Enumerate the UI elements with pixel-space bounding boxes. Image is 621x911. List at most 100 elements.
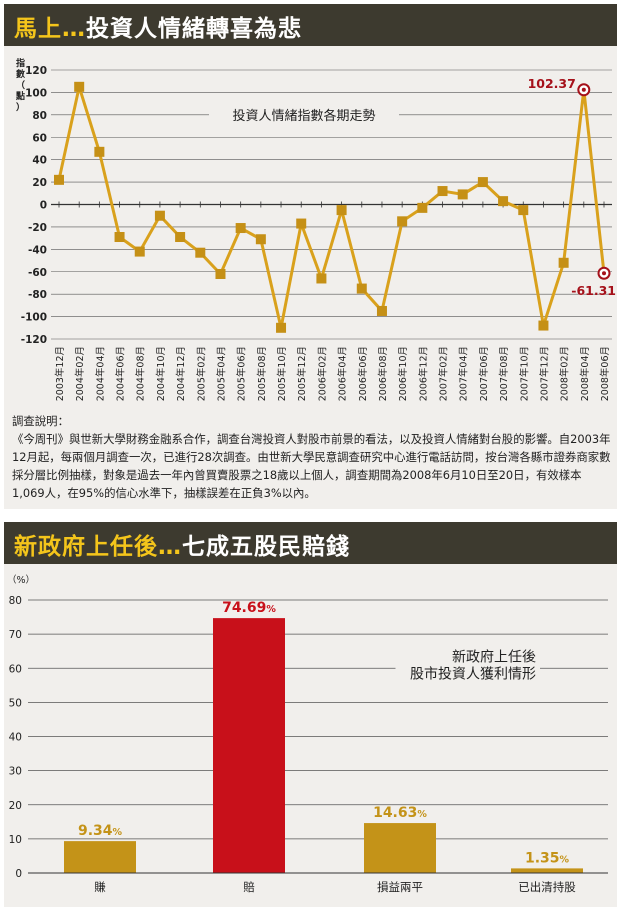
profit-panel: 新政府上任後…七成五股民賠錢 （%） 80 70 60 50 40 30 20 10 0 新政府上任… — [4, 522, 617, 907]
x-tick-label: 2005年02月 — [195, 346, 207, 401]
y-tick-label: 40 — [9, 732, 22, 744]
sentiment-banner-title: 馬上…投資人情緒轉喜為悲 — [14, 9, 302, 43]
data-point — [94, 146, 105, 157]
y-tick-label: 30 — [9, 766, 22, 778]
x-tick-label: 2006年02月 — [316, 346, 328, 401]
data-label: -61.31 — [571, 283, 616, 298]
chart-title-bg — [439, 647, 540, 666]
bar — [511, 868, 583, 873]
x-tick-label: 2006年08月 — [377, 346, 389, 401]
data-point — [518, 205, 529, 216]
y-tick-label: 10 — [9, 834, 22, 846]
x-tick-label: 2007年02月 — [438, 346, 450, 401]
y-tick-label: -60 — [28, 267, 47, 279]
x-tick-label: 2004年08月 — [135, 346, 147, 401]
survey-note: 調查說明： 《今周刊》與世新大學財務金融系合作，調查台灣投資人對股市前景的看法，… — [12, 412, 612, 502]
survey-note-body: 《今周刊》與世新大學財務金融系合作，調查台灣投資人對股市前景的看法，以及投資人情… — [12, 432, 611, 500]
data-point — [336, 205, 347, 216]
x-tick-label: 2007年10月 — [518, 346, 530, 401]
y-tick-label: 80 — [32, 110, 47, 122]
x-tick-label: 2006年10月 — [397, 346, 409, 401]
data-point — [296, 218, 307, 229]
data-point — [316, 273, 327, 284]
data-label: 74.69% — [222, 600, 276, 616]
data-point — [235, 223, 246, 234]
y-tick-label: 20 — [32, 177, 47, 189]
x-tick-label: 2005年12月 — [296, 346, 308, 401]
sentiment-banner: 馬上…投資人情緒轉喜為悲 — [4, 4, 617, 46]
x-tick-label: 2004年02月 — [74, 346, 86, 401]
y-tick-label: -100 — [21, 312, 47, 324]
data-label: 102.37 — [528, 76, 576, 91]
y-tick-label: 60 — [9, 663, 22, 675]
chart-title: 投資人情緒指數各期走勢 — [232, 108, 375, 124]
y-tick-label: 60 — [32, 132, 47, 144]
y-tick-label: -120 — [21, 334, 47, 346]
y-tick-label: -20 — [28, 222, 47, 234]
data-point — [457, 189, 468, 200]
x-tick-label: 2004年04月 — [94, 346, 106, 401]
bar — [364, 823, 436, 873]
data-point — [417, 202, 428, 213]
data-point — [397, 216, 408, 227]
x-tick-label: 2006年06月 — [357, 346, 369, 401]
y-axis-label: （%） — [7, 574, 35, 586]
x-tick-label: 2008年02月 — [559, 346, 571, 401]
series-line — [57, 85, 606, 330]
data-point — [376, 305, 387, 316]
y-tick-label: -80 — [28, 289, 47, 301]
bar — [64, 841, 136, 873]
data-point — [276, 322, 287, 333]
chart-title-bg — [209, 106, 399, 125]
profit-banner: 新政府上任後…七成五股民賠錢 — [4, 522, 617, 564]
banner-title-part-1: 新政府上任後… — [14, 534, 182, 560]
y-tick-label: -40 — [28, 244, 47, 256]
x-tick-label: 2005年04月 — [215, 346, 227, 401]
x-tick-label: 2007年12月 — [538, 346, 550, 401]
chart-title-line: 股市投資人獲利情形 — [410, 665, 536, 682]
banner-title-part-2: 投資人情緒轉喜為悲 — [86, 16, 302, 42]
data-point-highlight-dot — [581, 87, 586, 92]
y-tick-label: 0 — [15, 868, 22, 880]
x-tick-label: 2008年06月 — [599, 346, 611, 401]
data-point — [356, 283, 367, 294]
y-tick-label: 0 — [40, 200, 47, 212]
sentiment-panel: 馬上…投資人情緒轉喜為悲 指數（點） 120 100 80 60 40 20 0 -20 -40 -… — [4, 4, 617, 509]
bar — [213, 618, 285, 873]
survey-note-title: 調查說明： — [12, 414, 69, 428]
data-point — [54, 174, 64, 185]
x-tick-label: 損益兩平 — [377, 880, 423, 894]
data-point — [114, 232, 125, 243]
data-point — [175, 232, 186, 243]
data-point — [538, 320, 549, 331]
data-label: 1.35% — [525, 850, 570, 866]
y-tick-label: 80 — [9, 595, 22, 607]
y-tick-label: 20 — [9, 800, 22, 812]
data-point — [558, 257, 569, 268]
y-tick-label: 70 — [9, 629, 22, 641]
x-tick-label: 2007年08月 — [498, 346, 510, 401]
banner-title-part-1: 馬上… — [14, 16, 86, 42]
x-tick-label: 2005年10月 — [276, 346, 288, 401]
data-label: 9.34% — [78, 823, 123, 839]
y-axis-label: 指數（點） — [15, 57, 26, 113]
data-point — [74, 81, 85, 92]
chart-title-bg — [395, 664, 540, 683]
x-tick-label: 賠 — [243, 880, 255, 894]
x-tick-label: 2006年12月 — [417, 346, 429, 401]
banner-title-part-2: 七成五股民賠錢 — [182, 534, 350, 560]
x-tick-label: 2005年06月 — [236, 346, 248, 401]
y-tick-label: 100 — [25, 87, 47, 99]
data-point — [437, 186, 448, 197]
sentiment-line-chart: 指數（點）120 100 80 60 40 20 0 -20 -40 -60 -80 -100 -120… — [15, 57, 616, 401]
data-point — [154, 210, 165, 221]
x-tick-label: 2003年12月 — [54, 346, 66, 401]
x-tick-label: 賺 — [94, 880, 106, 894]
data-point — [498, 196, 509, 207]
y-tick-label: 40 — [32, 155, 47, 167]
data-point — [477, 177, 488, 188]
data-point — [255, 234, 266, 245]
x-tick-label: 2004年12月 — [175, 346, 187, 401]
